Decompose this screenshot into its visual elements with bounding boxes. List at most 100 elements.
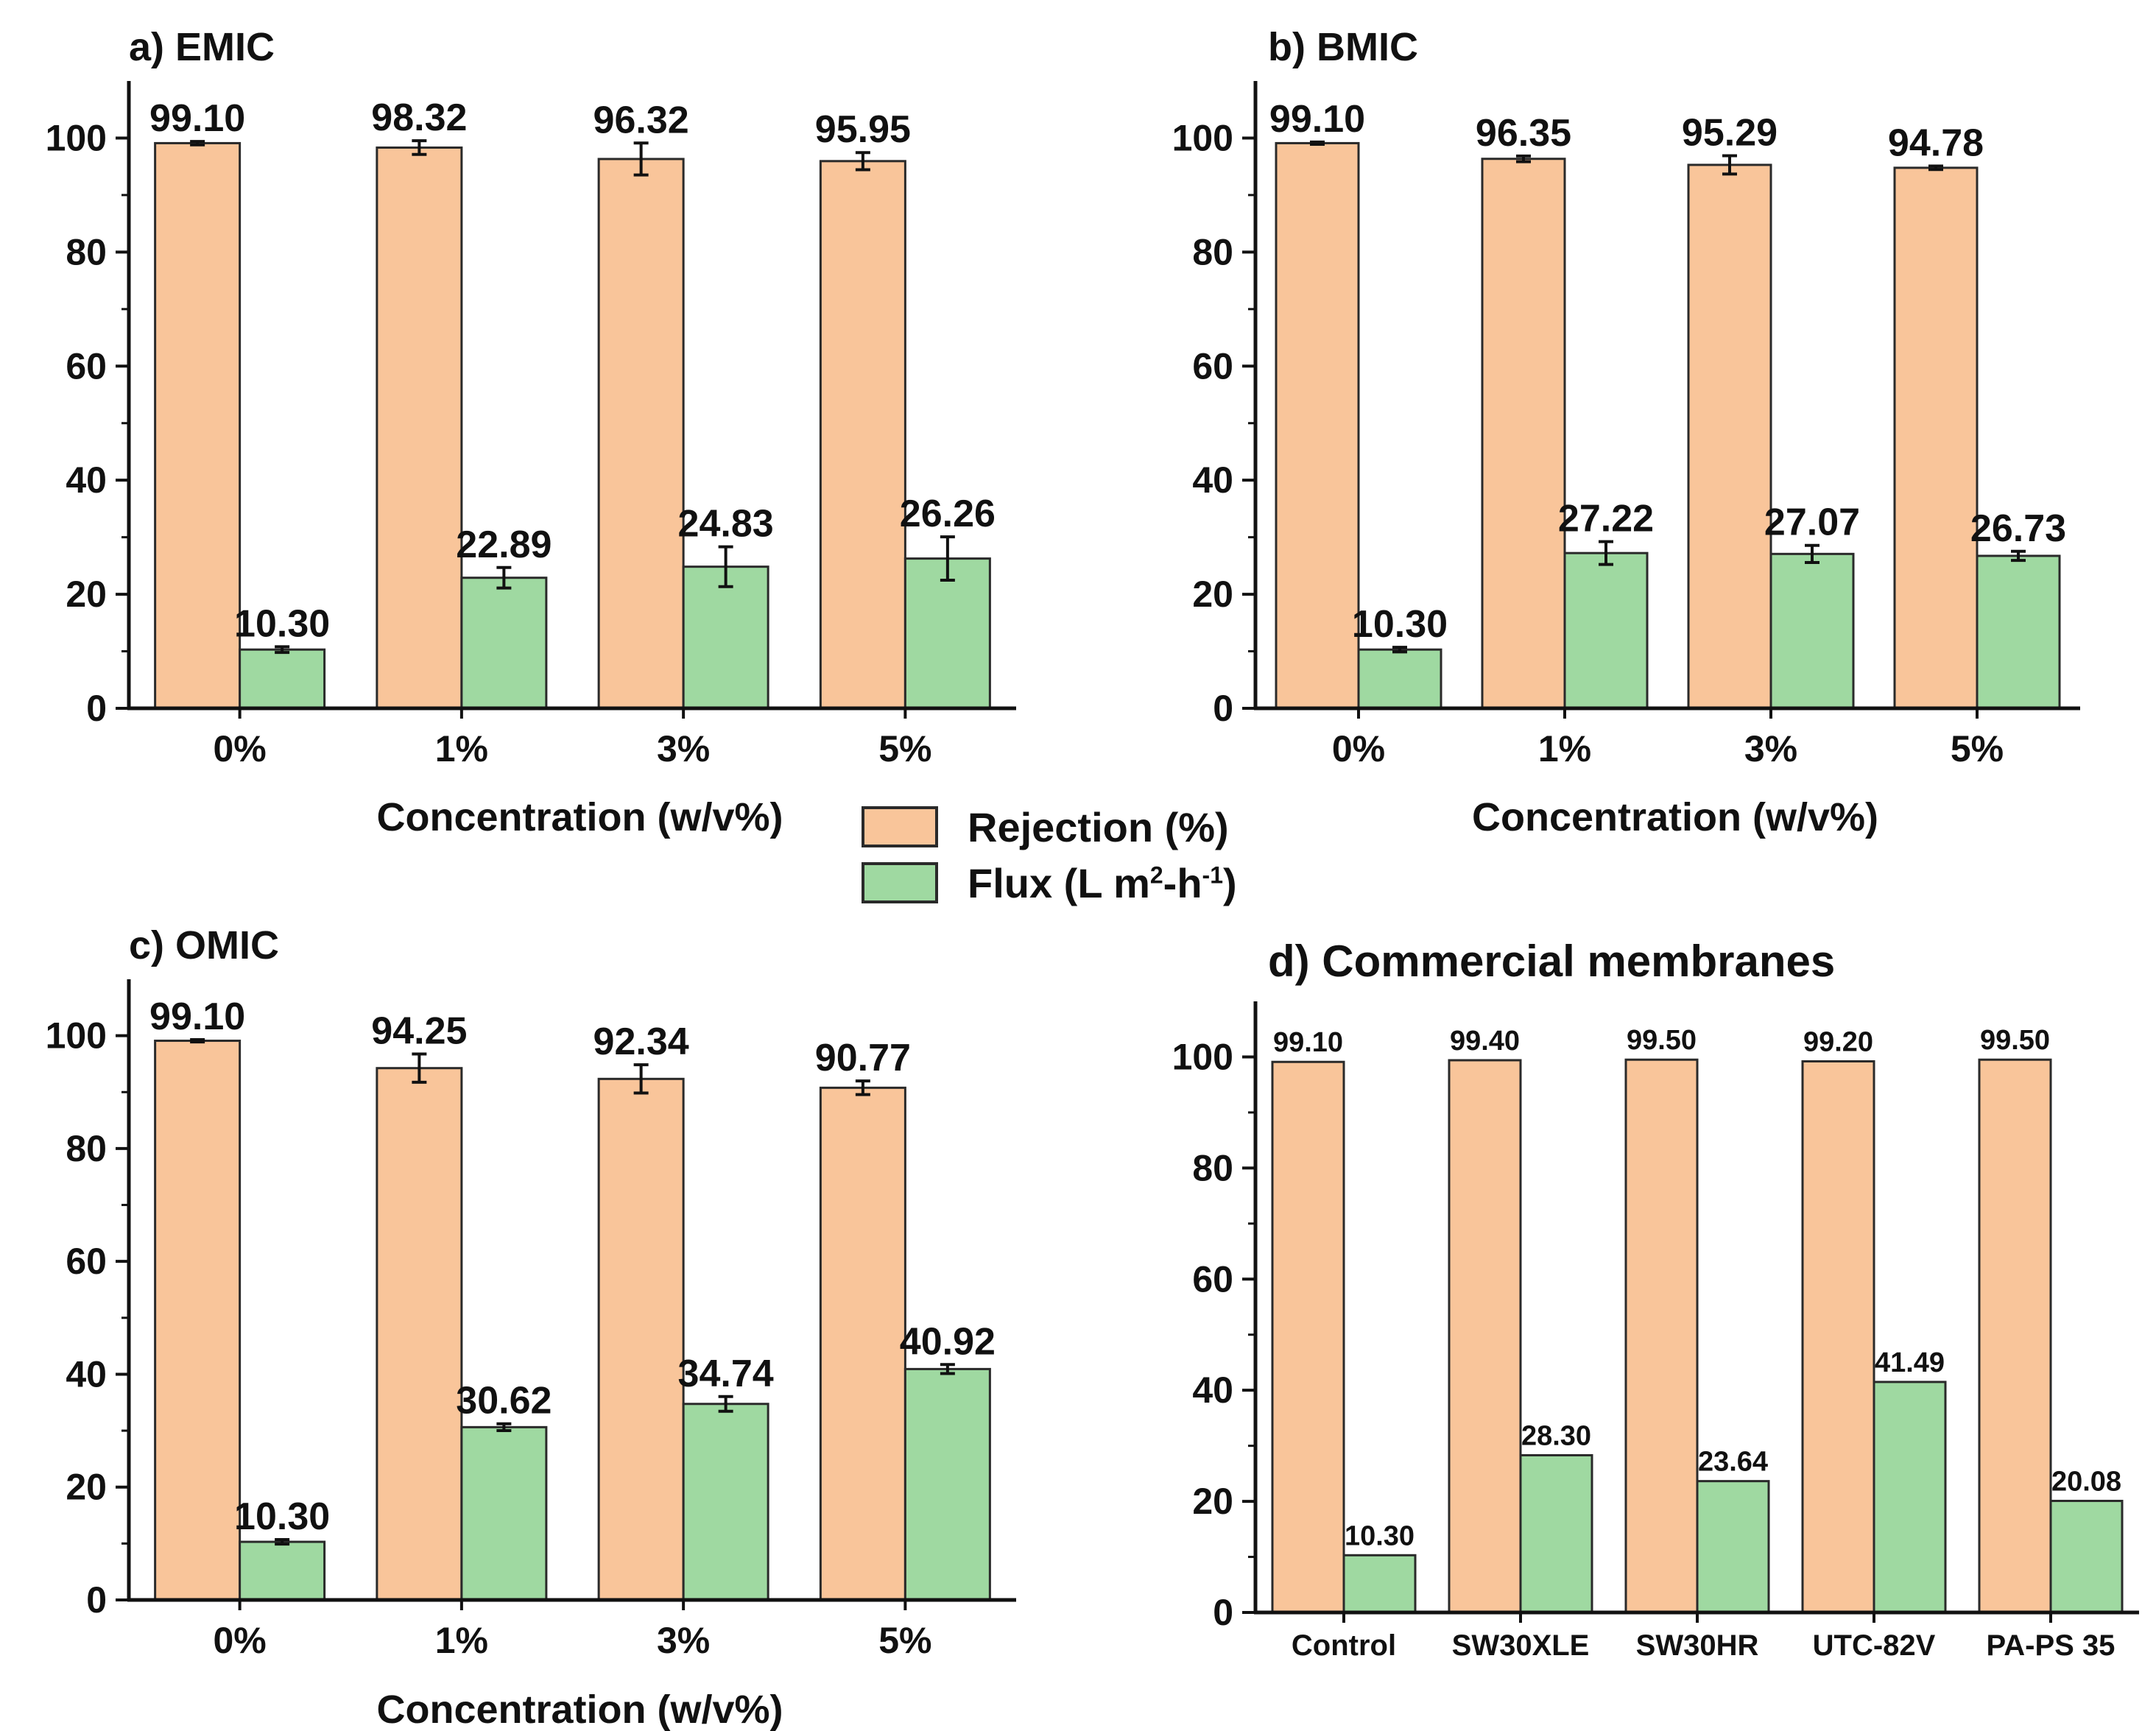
flux-bar-3 (1696, 1480, 1770, 1614)
y-tick-label: 20 (1192, 1481, 1233, 1522)
legend-flux-sup1: 2 (1149, 861, 1163, 888)
flux-label-3: 27.07 (1764, 501, 1860, 544)
rejection-label-1: 99.10 (1269, 98, 1365, 141)
flux-label-1: 10.30 (234, 602, 330, 645)
y-tick-label: 80 (66, 1128, 107, 1169)
flux-bar-4 (1976, 554, 2061, 710)
x-tick-label-2: 1% (1538, 728, 1591, 769)
legend-swatch-flux (862, 862, 938, 903)
legend-swatch-rejection (862, 806, 938, 847)
rejection-label-5: 99.50 (1980, 1025, 2050, 1056)
rejection-bar-3 (1687, 163, 1772, 710)
legend-label-flux: Flux (L m2-h-1) (968, 859, 1237, 907)
flux-bar-4 (1873, 1381, 1947, 1614)
legend: Rejection (%) Flux (L m2-h-1) (862, 799, 1318, 917)
rejection-bar-1 (1275, 141, 1360, 710)
rejection-label-3: 92.34 (593, 1020, 689, 1063)
rejection-bar-3 (1624, 1058, 1699, 1614)
rejection-label-4: 99.20 (1803, 1026, 1873, 1057)
y-tick-label: 80 (1192, 1147, 1233, 1188)
flux-bar-3 (682, 1403, 769, 1601)
y-tick-label: 40 (1192, 459, 1233, 501)
rejection-bar-4 (819, 160, 906, 710)
rejection-bar-3 (597, 1077, 685, 1601)
flux-label-3: 34.74 (678, 1353, 774, 1395)
flux-label-1: 10.30 (1345, 1520, 1415, 1551)
rejection-label-2: 99.40 (1450, 1026, 1520, 1057)
flux-bar-3 (1769, 552, 1855, 710)
rejection-label-4: 94.78 (1888, 122, 1984, 165)
x-tick-label-5: PA-PS 35 (1987, 1629, 2116, 1662)
x-tick-label-3: 3% (657, 1620, 710, 1661)
flux-label-1: 10.30 (234, 1495, 330, 1538)
flux-bar-5 (2049, 1499, 2124, 1614)
flux-bar-1 (1357, 648, 1442, 710)
y-tick-label: 60 (66, 1241, 107, 1282)
rejection-bar-4 (1893, 166, 1979, 710)
flux-bar-2 (460, 1425, 548, 1601)
rejection-label-2: 94.25 (371, 1010, 467, 1053)
chart-title: b) BMIC (1268, 25, 1418, 69)
chart-panel-4: d) Commercial membranes 99.10 10.30 Control… (1172, 937, 2139, 1662)
rejection-bar-3 (597, 158, 685, 710)
y-tick-label: 40 (66, 1353, 107, 1395)
y-tick-label: 100 (1172, 1036, 1233, 1077)
rejection-bar-1 (154, 1040, 242, 1601)
y-tick-label: 100 (46, 117, 107, 158)
flux-label-2: 30.62 (456, 1380, 552, 1422)
flux-label-4: 40.92 (900, 1320, 996, 1363)
rejection-label-3: 99.50 (1627, 1025, 1697, 1056)
y-tick-label: 40 (1192, 1369, 1233, 1411)
flux-bar-2 (1563, 551, 1649, 710)
flux-label-4: 41.49 (1875, 1347, 1945, 1378)
x-tick-label-4: 5% (878, 728, 931, 769)
x-tick-label-1: 0% (213, 1620, 266, 1661)
y-tick-label: 80 (66, 231, 107, 272)
flux-label-2: 27.22 (1558, 498, 1654, 540)
legend-label-rejection: Rejection (%) (968, 803, 1229, 850)
rejection-bar-2 (376, 146, 463, 710)
flux-label-4: 26.73 (1970, 507, 2066, 550)
y-tick-label: 0 (86, 688, 107, 729)
flux-label-2: 28.30 (1521, 1420, 1591, 1451)
y-tick-label: 20 (66, 1467, 107, 1508)
rejection-label-3: 95.29 (1682, 112, 1778, 155)
x-tick-label-1: Control (1292, 1629, 1396, 1662)
flux-label-2: 22.89 (456, 523, 552, 566)
flux-bar-3 (682, 565, 769, 710)
y-tick-label: 60 (1192, 1258, 1233, 1300)
x-tick-label-2: 1% (435, 728, 488, 769)
rejection-label-1: 99.10 (1273, 1027, 1343, 1058)
flux-label-3: 24.83 (678, 503, 774, 546)
rejection-bar-4 (1801, 1060, 1875, 1614)
y-tick-label: 60 (1192, 345, 1233, 387)
legend-item-rejection: Rejection (%) (862, 799, 1318, 855)
flux-bar-4 (903, 1367, 991, 1601)
rejection-label-2: 98.32 (371, 96, 467, 139)
y-tick-label: 100 (46, 1015, 107, 1057)
chart-title: a) EMIC (129, 25, 275, 69)
y-tick-label: 100 (1172, 117, 1233, 158)
chart-panel-1: a) EMIC 99.10 10.30 0% 98.32 22.89 1% 96.32 24.8… (46, 25, 1016, 839)
x-tick-label-4: 5% (878, 1620, 931, 1661)
y-tick-label: 0 (86, 1579, 107, 1621)
rejection-label-4: 90.77 (815, 1037, 911, 1079)
rejection-bar-2 (376, 1067, 463, 1601)
flux-bar-2 (1519, 1453, 1593, 1614)
legend-item-flux: Flux (L m2-h-1) (862, 855, 1318, 911)
rejection-label-2: 96.35 (1476, 112, 1571, 155)
flux-bar-2 (460, 577, 548, 710)
flux-label-4: 26.26 (900, 493, 996, 535)
rejection-bar-5 (1978, 1058, 2052, 1614)
y-tick-label: 80 (1192, 231, 1233, 272)
legend-flux-suffix: ) (1222, 859, 1237, 906)
flux-bar-1 (239, 1540, 326, 1601)
y-tick-label: 60 (66, 345, 107, 387)
x-tick-label-1: 0% (1332, 728, 1385, 769)
rejection-bar-1 (1271, 1060, 1345, 1614)
y-tick-label: 20 (1192, 574, 1233, 615)
legend-flux-prefix: Flux (L m (968, 859, 1150, 906)
rejection-label-3: 96.32 (593, 99, 689, 141)
flux-label-3: 23.64 (1698, 1447, 1768, 1478)
